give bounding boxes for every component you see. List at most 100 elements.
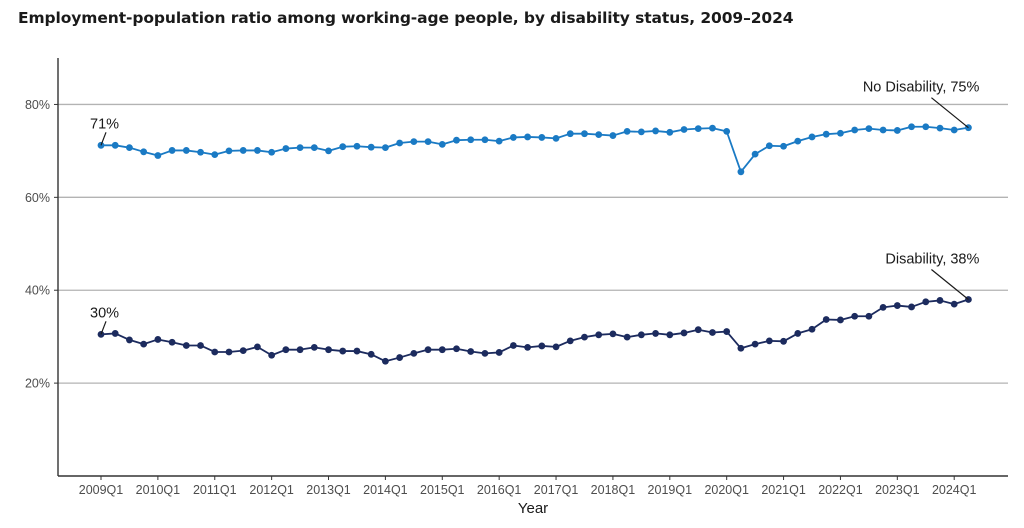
data-point xyxy=(581,333,588,341)
data-point xyxy=(922,123,930,131)
data-point xyxy=(694,125,702,132)
data-point xyxy=(908,303,915,311)
data-point xyxy=(822,130,830,138)
data-point xyxy=(609,330,617,338)
data-point xyxy=(410,349,418,357)
data-point xyxy=(637,331,645,339)
data-point xyxy=(595,331,603,339)
data-point xyxy=(865,125,873,132)
data-point xyxy=(367,143,375,151)
start-label: 30% xyxy=(90,305,119,321)
end-label: No Disability, 75% xyxy=(863,80,980,96)
data-point xyxy=(865,312,873,320)
x-axis: 2009Q1 2010Q1 2011Q1 2012Q1 2013Q1 2014Q1 2015… xyxy=(58,475,1008,497)
data-point xyxy=(538,134,546,141)
data-point xyxy=(467,348,475,355)
data-point xyxy=(922,298,930,306)
data-point xyxy=(254,147,261,154)
x-tick-label: 2013Q1 xyxy=(306,483,351,497)
data-point xyxy=(282,145,290,152)
data-point xyxy=(879,304,887,311)
data-point xyxy=(652,127,659,135)
series-disability xyxy=(97,296,972,365)
data-point xyxy=(950,300,958,308)
data-point xyxy=(765,142,773,150)
data-point xyxy=(481,136,489,144)
data-point xyxy=(339,347,347,355)
data-point xyxy=(382,144,389,152)
series-no-disability xyxy=(97,123,972,176)
data-point xyxy=(879,126,887,134)
data-point xyxy=(524,343,531,351)
data-point xyxy=(339,143,347,151)
data-point xyxy=(453,136,460,144)
start-label-leader xyxy=(100,321,107,335)
data-point xyxy=(538,342,546,350)
data-point xyxy=(666,331,674,339)
y-tick-label: 40% xyxy=(25,284,50,298)
x-tick-label: 2021Q1 xyxy=(761,483,806,497)
data-point xyxy=(524,133,531,141)
data-point xyxy=(154,336,162,343)
data-point xyxy=(723,328,731,335)
data-point xyxy=(353,142,361,150)
data-point xyxy=(808,325,816,333)
data-point xyxy=(182,147,190,154)
data-point xyxy=(495,137,503,145)
data-point xyxy=(552,134,560,142)
data-point xyxy=(822,316,830,323)
data-point xyxy=(908,123,915,131)
data-point xyxy=(268,148,276,156)
x-tick-label: 2011Q1 xyxy=(193,483,237,497)
y-tick-label: 80% xyxy=(25,98,50,112)
data-point xyxy=(382,357,389,365)
x-axis-title: Year xyxy=(518,500,548,517)
chart-title: Employment-population ratio among workin… xyxy=(18,9,794,27)
annotations: 71% No Disability, 75% 30% Disability, 38% xyxy=(90,80,980,335)
data-point xyxy=(780,337,787,345)
data-point xyxy=(680,329,688,337)
data-point xyxy=(310,343,318,351)
data-point xyxy=(197,148,204,156)
start-label-leader xyxy=(100,132,107,146)
start-label: 71% xyxy=(90,116,119,132)
end-label-leader xyxy=(931,97,969,129)
x-tick-label: 2023Q1 xyxy=(875,483,920,497)
y-tick-label: 60% xyxy=(25,191,50,205)
data-point xyxy=(808,133,816,141)
data-point xyxy=(709,329,716,336)
end-label-leader xyxy=(931,269,969,300)
x-tick-label: 2012Q1 xyxy=(249,483,294,497)
data-point xyxy=(396,354,404,361)
data-point xyxy=(268,351,276,359)
data-point xyxy=(438,140,446,148)
data-point xyxy=(666,128,674,136)
data-point xyxy=(751,340,759,348)
data-point xyxy=(737,168,745,176)
data-point xyxy=(197,342,204,349)
data-point xyxy=(168,147,176,154)
x-tick-label: 2015Q1 xyxy=(420,483,465,497)
data-point xyxy=(140,148,148,156)
data-point xyxy=(225,348,233,356)
data-point xyxy=(794,330,802,337)
data-point xyxy=(950,126,958,134)
data-point xyxy=(694,326,702,334)
data-point xyxy=(623,333,631,341)
data-point xyxy=(680,126,688,133)
y-tick-label: 20% xyxy=(25,377,50,391)
data-point xyxy=(254,343,261,351)
data-point xyxy=(851,126,859,134)
data-point xyxy=(325,147,332,155)
data-point xyxy=(751,150,759,158)
data-point xyxy=(780,142,787,150)
data-point xyxy=(637,128,645,136)
data-point xyxy=(111,330,119,337)
data-point xyxy=(837,129,844,137)
x-tick-label: 2010Q1 xyxy=(136,483,181,497)
data-point xyxy=(893,127,901,134)
data-point xyxy=(495,349,503,356)
data-point xyxy=(837,316,844,324)
data-point xyxy=(111,141,119,149)
x-tick-label: 2019Q1 xyxy=(648,483,693,497)
